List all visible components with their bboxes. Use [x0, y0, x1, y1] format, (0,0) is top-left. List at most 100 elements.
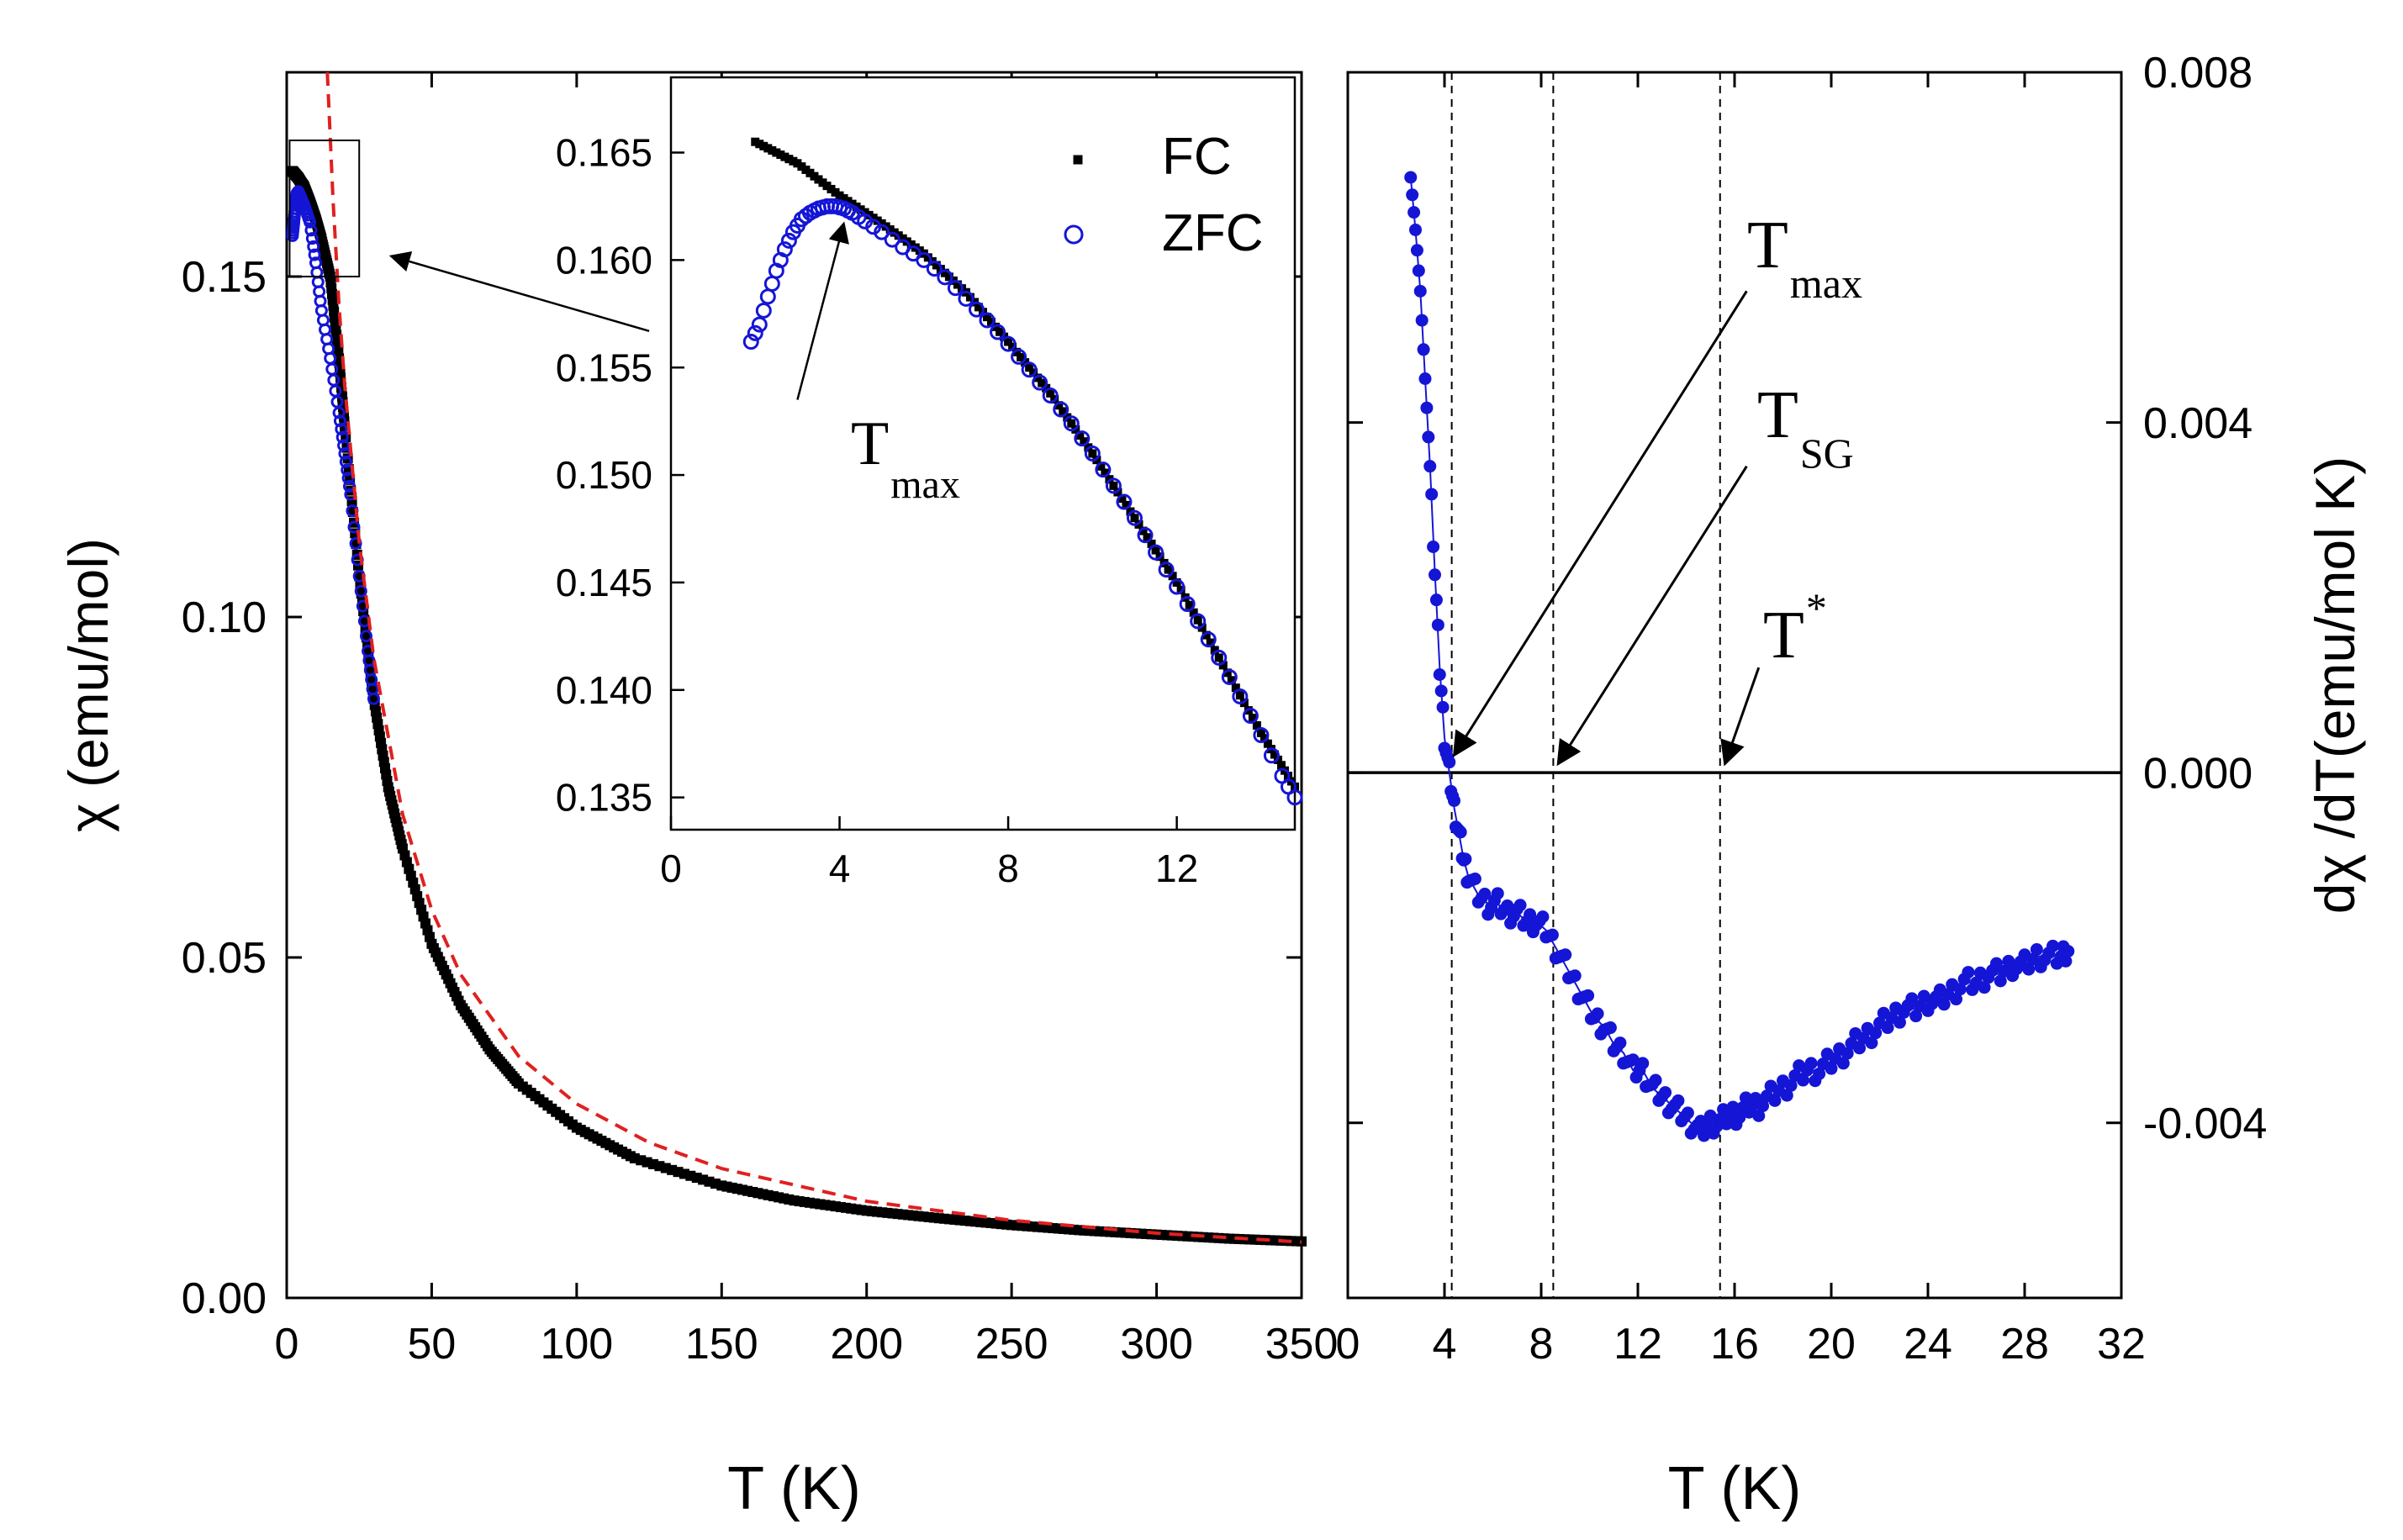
- legend-label-zfc: ZFC: [1162, 204, 1264, 262]
- data-point-fc: [1033, 373, 1043, 382]
- data-point: [1536, 910, 1550, 924]
- left-chart: 0 50 100 150 200 250 300 350 0.00 0.05 0.10 0.15 T (…: [57, 71, 1338, 1522]
- x-tick-label: 150: [685, 1320, 758, 1369]
- data-point: [2062, 945, 2075, 958]
- data-point-fc: [932, 261, 941, 270]
- data-point-fc: [885, 225, 895, 235]
- data-point-zfc: [742, 334, 759, 351]
- data-point: [1836, 1057, 1850, 1070]
- data-point: [1994, 974, 2007, 988]
- data-point-zfc: [342, 479, 356, 493]
- x-tick-label: 0: [660, 846, 682, 890]
- data-point-fc: [810, 171, 819, 181]
- x-tick-label: 100: [540, 1320, 613, 1369]
- data-point: [2022, 962, 2036, 976]
- data-point-zfc: [1074, 430, 1091, 447]
- data-point: [1813, 1067, 1826, 1080]
- data-point-zfc: [947, 280, 964, 297]
- data-point-fc: [1248, 714, 1257, 723]
- data-point-zfc: [1042, 387, 1059, 403]
- y-tick-label: 0.145: [556, 561, 652, 604]
- x-tick-label: 12: [1155, 846, 1198, 890]
- data-point: [1448, 794, 1460, 807]
- data-point: [1443, 756, 1456, 769]
- data-point-fc: [1218, 661, 1228, 670]
- data-point-fc: [1172, 578, 1181, 587]
- data-point-zfc: [1253, 726, 1270, 743]
- data-point-zfc: [1211, 649, 1228, 666]
- y-tick-label: 0.140: [556, 668, 652, 712]
- data-point: [1468, 873, 1481, 886]
- data-point-zfc: [958, 290, 974, 307]
- data-point: [2047, 939, 2060, 952]
- data-point-fc: [1096, 461, 1106, 471]
- data-point-fc: [1185, 600, 1194, 609]
- data-point-fc: [1147, 539, 1156, 548]
- data-point-zfc: [367, 692, 380, 705]
- data-point: [1582, 989, 1595, 1002]
- data-point-fc: [1109, 481, 1118, 490]
- data-point-zfc: [304, 215, 317, 229]
- data-point-fc: [763, 144, 773, 153]
- x-tick-label: 50: [408, 1320, 457, 1369]
- data-point: [1420, 401, 1434, 414]
- data-point-fc: [1073, 155, 1083, 165]
- legend-label-fc: FC: [1162, 128, 1232, 186]
- data-point: [2026, 952, 2040, 966]
- data-point-fc: [1223, 668, 1232, 678]
- y-tick-label: 0.10: [182, 593, 267, 642]
- data-point: [1953, 983, 1967, 996]
- data-point-zfc: [332, 406, 346, 419]
- data-point-fc: [1029, 368, 1038, 377]
- y-tick-label: 0.00: [182, 1274, 267, 1323]
- annotation-label: TSG: [1757, 378, 1854, 477]
- data-point: [1422, 430, 1435, 444]
- data-point-zfc: [937, 269, 953, 286]
- x-tick-label: 8: [1529, 1320, 1554, 1369]
- data-point-fc: [1042, 383, 1051, 393]
- data-point-fc: [1101, 468, 1110, 477]
- data-point: [1726, 1100, 1740, 1114]
- data-point-zfc: [335, 422, 348, 435]
- data-point-zfc: [347, 520, 361, 534]
- data-point-zfc: [1221, 668, 1238, 685]
- annotation-label: Tmax: [1747, 208, 1862, 307]
- data-point-zfc: [304, 224, 318, 237]
- data-point-fc: [1252, 720, 1261, 730]
- data-point-fc: [772, 148, 781, 157]
- data-point: [2002, 954, 2015, 968]
- data-point-zfc: [1137, 527, 1154, 544]
- data-point-fc: [776, 150, 785, 160]
- y-tick-label: 0.008: [2143, 49, 2252, 98]
- data-point-fc: [354, 571, 365, 582]
- data-point-fc: [898, 234, 907, 243]
- data-point: [1768, 1094, 1782, 1107]
- data-point-fc: [965, 293, 974, 302]
- inset-chart: 0 4 8 12 0.135 0.140 0.145 0.150 0.155 0.160 0.165…: [556, 76, 1303, 890]
- data-point-fc: [1117, 494, 1127, 504]
- annotation-label: T*: [1763, 584, 1827, 672]
- data-point-fc: [1143, 533, 1152, 542]
- data-point-zfc: [1242, 707, 1259, 724]
- data-point: [1841, 1047, 1854, 1060]
- data-point-fc: [814, 175, 823, 184]
- data-point-fc: [1193, 615, 1202, 625]
- data-point-fc: [1075, 431, 1085, 440]
- data-point-zfc: [776, 241, 793, 258]
- data-point: [1909, 1010, 1923, 1023]
- data-point-fc: [1202, 630, 1211, 640]
- data-point-fc: [877, 219, 886, 228]
- x-tick-label: 12: [1613, 1320, 1662, 1369]
- data-point-zfc: [1116, 493, 1133, 510]
- data-point: [1681, 1106, 1694, 1120]
- x-tick-label: 0: [1336, 1320, 1360, 1369]
- data-point-zfc: [1021, 361, 1038, 378]
- data-point: [1950, 993, 1963, 1006]
- data-point-fc: [869, 214, 878, 223]
- data-point-fc: [1270, 750, 1279, 759]
- data-point: [1591, 1007, 1604, 1021]
- x-tick-label: 0: [275, 1320, 299, 1369]
- data-point: [1501, 899, 1514, 912]
- data-point-zfc: [1286, 789, 1303, 806]
